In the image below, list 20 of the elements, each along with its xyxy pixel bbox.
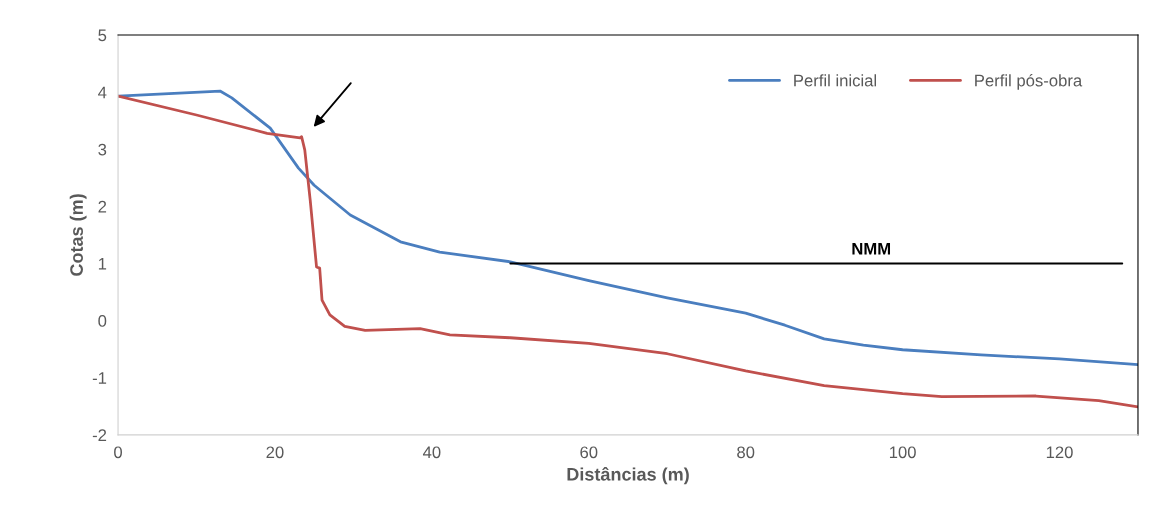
y-tick-label: 5 [98,29,107,42]
annotation: NMM [852,243,891,255]
x-tick-label: 80 [737,446,755,459]
x-tick-label: 100 [889,446,916,459]
x-tick-label: 120 [1046,446,1073,459]
legend-label: Perfil inicial [794,74,877,87]
x-tick-label: 0 [114,446,123,459]
y-tick-label: 2 [98,200,107,213]
x-tick-label: 60 [580,446,598,459]
legend-label: Perfil pós-obra [975,74,1083,90]
y-tick-label: 1 [98,258,107,270]
y-axis-title: Cotas (m) [69,194,87,276]
y-tick-label: -2 [92,429,107,441]
y-tick-label: 4 [98,86,107,99]
x-axis-title: Distâncias (m) [567,467,689,485]
x-tick-label: 20 [266,446,284,459]
y-tick-label: -1 [92,372,107,384]
y-tick-label: 3 [98,143,107,156]
y-tick-label: 0 [98,315,107,327]
x-tick-label: 40 [422,446,441,459]
